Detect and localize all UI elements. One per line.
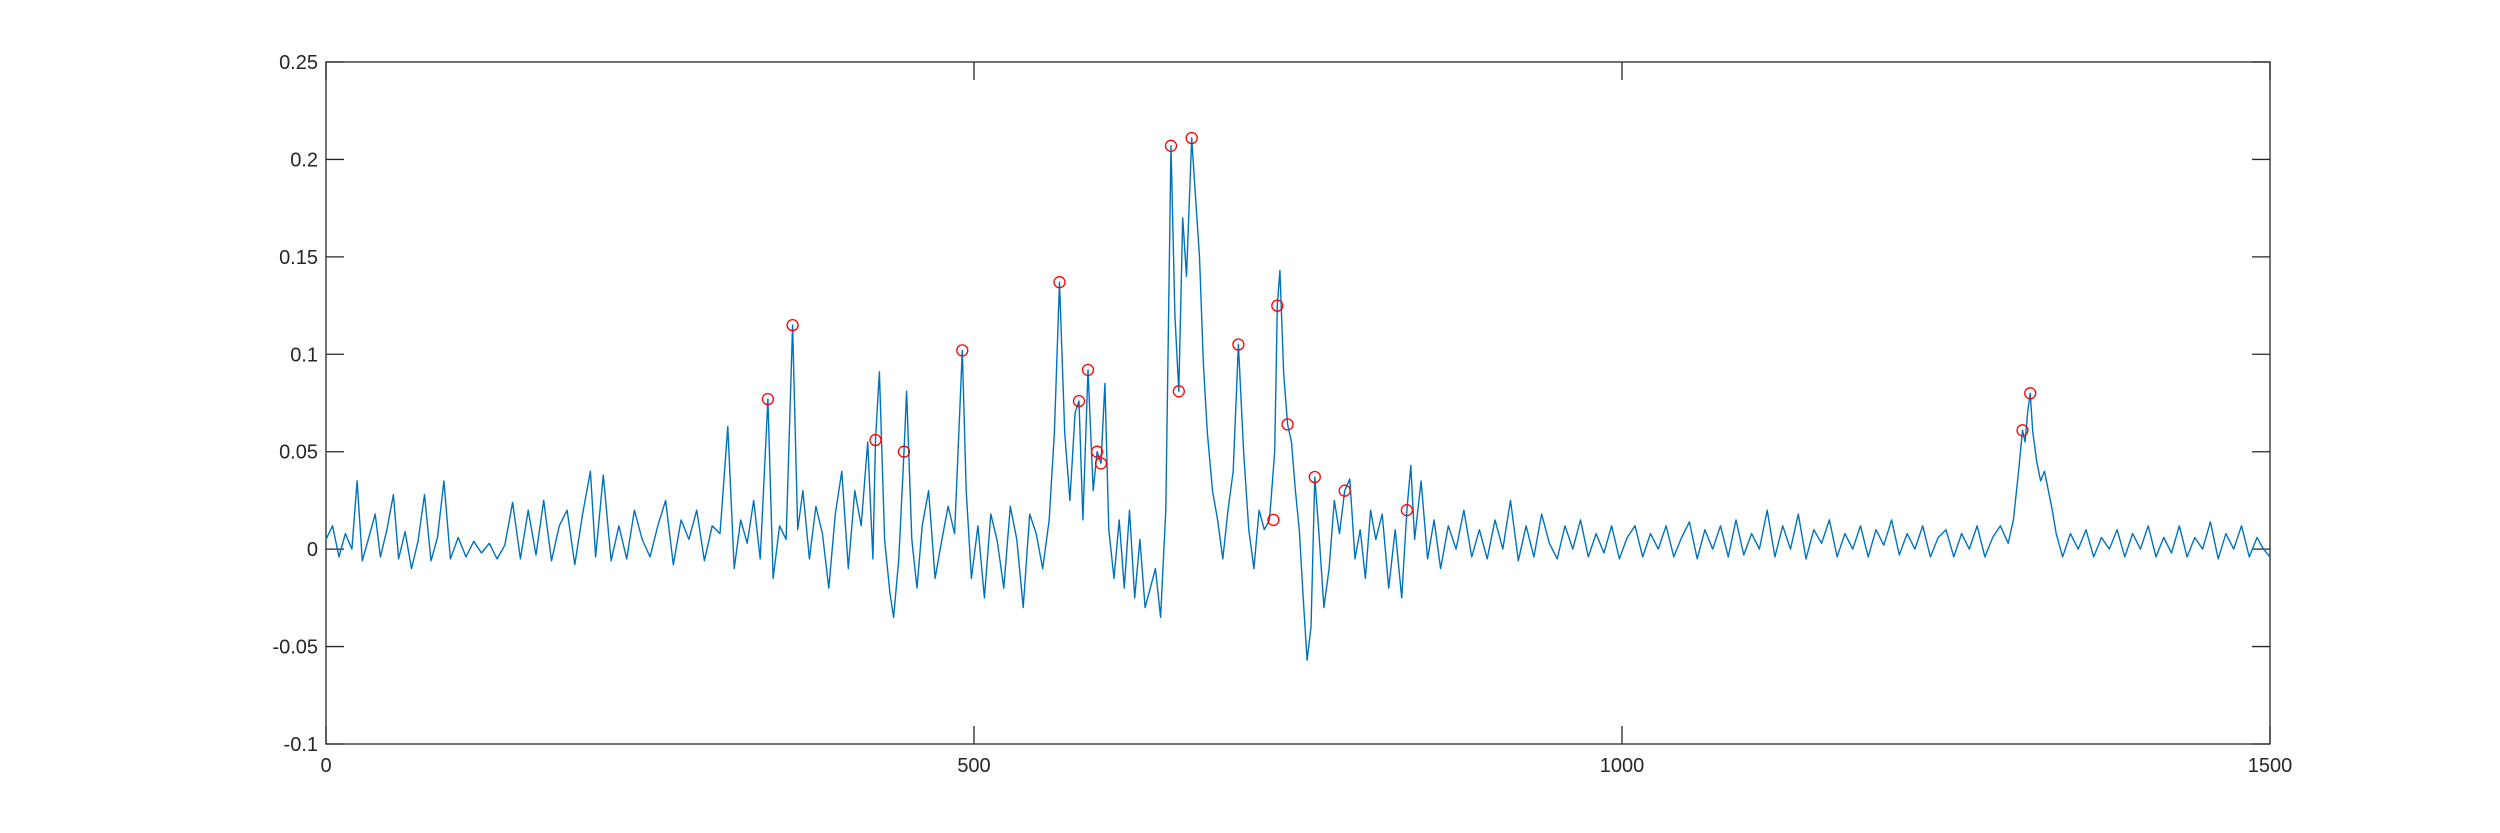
peak-marker — [1400, 504, 1414, 517]
peak-marker — [1185, 131, 1198, 145]
peak-marker — [1308, 470, 1321, 484]
y-tick-label: 0.15 — [279, 247, 318, 269]
peak-marker — [1081, 363, 1095, 377]
y-tick-label: 0 — [307, 539, 318, 561]
x-tick-label: 0 — [320, 755, 331, 777]
signal-line — [325, 137, 2271, 661]
y-tick-label: 0.05 — [279, 442, 318, 464]
peak-marker — [1267, 513, 1280, 527]
peak-marker — [1281, 418, 1294, 431]
peak-marker — [1232, 338, 1245, 351]
axes-box — [325, 61, 2271, 745]
peak-marker — [956, 344, 969, 357]
series-layer — [325, 137, 2271, 661]
y-tick-label: 0.2 — [290, 149, 318, 171]
peak-marker — [1090, 445, 1104, 458]
peak-marker — [1164, 139, 1178, 152]
peak-marker — [2024, 387, 2037, 400]
tick-marks — [325, 61, 2271, 745]
peak-marker — [1072, 394, 1086, 408]
y-tick-label: -0.1 — [284, 734, 318, 756]
peak-marker — [786, 318, 799, 332]
peak-marker — [897, 445, 911, 458]
x-tick-label: 1000 — [1600, 755, 1645, 777]
peak-marker — [1172, 385, 1185, 398]
y-tick-label: -0.05 — [272, 637, 318, 659]
x-tick-label: 1500 — [2248, 755, 2293, 777]
peak-marker — [869, 433, 882, 447]
peak-marker — [1094, 457, 1108, 470]
peak-marker — [761, 392, 775, 406]
tick-labels: 0 500 1000 1500 -0.1 -0.05 0 0.05 0.1 0.15 0.2 0.25 — [272, 52, 2292, 777]
x-tick-label: 500 — [957, 755, 990, 777]
peak-marker — [1053, 276, 1066, 289]
peak-marker — [1271, 299, 1284, 312]
y-tick-label: 0.25 — [279, 52, 318, 74]
y-tick-label: 0.1 — [290, 344, 318, 366]
peak-marker — [1338, 484, 1351, 497]
peak-markers — [761, 131, 2037, 527]
peak-marker — [2016, 424, 2029, 437]
